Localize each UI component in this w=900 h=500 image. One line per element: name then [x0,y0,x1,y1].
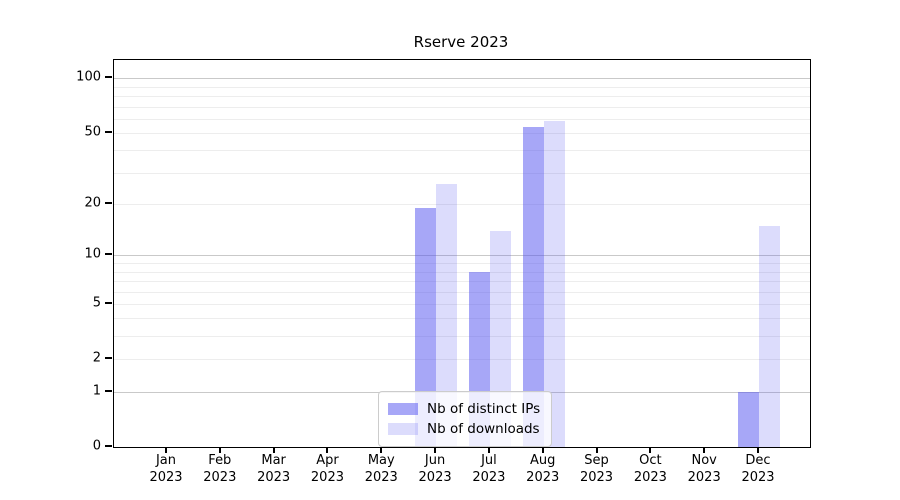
x-axis-label: Nov 2023 [674,452,734,486]
month-year: 2023 [633,470,667,485]
y-axis-label: 100 [76,69,101,85]
month-year: 2023 [418,470,452,485]
minor-gridline [114,106,810,108]
month-name: Apr [316,453,339,468]
x-axis-tick [434,447,437,453]
month-name: Mar [261,453,286,468]
month-year: 2023 [257,470,291,485]
x-axis-label: Jul 2023 [459,452,519,486]
minor-gridline [114,336,810,338]
month-year: 2023 [472,470,506,485]
minor-gridline [114,280,810,282]
bar-distinct-ips [415,207,437,447]
month-year: 2023 [364,470,398,485]
y-axis-label: 10 [84,246,101,262]
x-axis-label: May 2023 [351,452,411,486]
y-axis-tick [105,445,112,447]
chart-title: Rserve 2023 [413,33,509,51]
minor-gridline [114,263,810,265]
month-name: May [367,453,395,468]
x-axis-tick [703,447,706,453]
legend-swatch [388,423,418,435]
x-axis-tick [595,447,598,453]
minor-gridline [114,291,810,293]
x-axis-tick [541,447,544,453]
month-name: Dec [745,453,771,468]
minor-gridline [114,118,810,120]
legend-row: Nb of distinct IPs [388,399,540,419]
x-axis-label: Oct 2023 [620,452,680,486]
y-axis-label: 0 [92,438,101,454]
month-year: 2023 [310,470,344,485]
y-axis-label: 2 [92,350,101,366]
x-axis-tick [165,447,167,453]
month-name: Jul [481,453,497,468]
minor-gridline [114,303,810,305]
major-gridline [114,78,810,80]
x-axis-label: Feb 2023 [190,452,250,486]
x-axis-tick [757,447,759,453]
x-axis-tick [218,447,221,453]
x-axis-label: Jan 2023 [136,452,196,486]
month-year: 2023 [741,470,775,485]
y-axis-tick [105,201,112,204]
legend-row: Nb of downloads [388,419,540,439]
bar-downloads [436,183,458,447]
y-axis-tick [105,389,112,392]
minor-gridline [114,318,810,320]
month-year: 2023 [687,470,721,485]
x-axis-label: Aug 2023 [513,452,573,486]
month-year: 2023 [203,470,237,485]
legend-label: Nb of downloads [427,421,540,437]
month-name: Feb [208,453,232,468]
bar-distinct-ips [522,126,544,447]
y-axis-label: 50 [84,124,101,140]
x-axis-tick [272,447,275,453]
y-axis-tick [105,357,112,360]
minor-gridline [114,96,810,98]
y-axis-label: 20 [84,195,101,211]
month-name: Jan [155,453,177,468]
y-axis-tick [105,301,112,304]
month-name: Nov [691,453,717,468]
month-name: Aug [530,453,556,468]
minor-gridline [114,359,810,361]
x-axis-tick [380,447,383,453]
x-axis-tick [487,447,490,453]
x-axis-label: Jun 2023 [405,452,465,486]
month-name: Oct [639,453,662,468]
y-axis-tick [105,130,112,133]
x-axis-tick [649,447,652,453]
minor-gridline [114,150,810,152]
month-name: Jun [424,453,446,468]
plot-area [113,59,811,448]
y-axis-label: 5 [92,295,101,311]
bar-downloads [543,121,565,447]
month-year: 2023 [579,470,614,485]
minor-gridline [114,172,810,174]
legend: Nb of distinct IPs Nb of downloads [378,391,553,447]
x-axis-label: Mar 2023 [244,452,304,486]
minor-gridline [114,203,810,205]
minor-gridline [114,132,810,134]
y-axis-tick [105,253,112,256]
month-year: 2023 [526,470,560,485]
y-axis-label: 1 [92,383,101,399]
month-name: Sep [584,453,609,468]
x-axis-label: Dec 2023 [728,452,788,486]
bar-distinct-ips [738,391,759,447]
month-year: 2023 [149,470,183,485]
y-axis-tick [105,76,112,79]
minor-gridline [114,86,810,88]
bar-downloads [759,225,780,447]
minor-gridline [114,271,810,273]
legend-swatch [388,403,418,415]
x-axis-label: Sep 2023 [567,452,627,486]
x-axis-tick [326,447,329,453]
legend-label: Nb of distinct IPs [427,401,541,417]
x-axis-label: Apr 2023 [297,452,357,486]
major-gridline [114,255,810,257]
